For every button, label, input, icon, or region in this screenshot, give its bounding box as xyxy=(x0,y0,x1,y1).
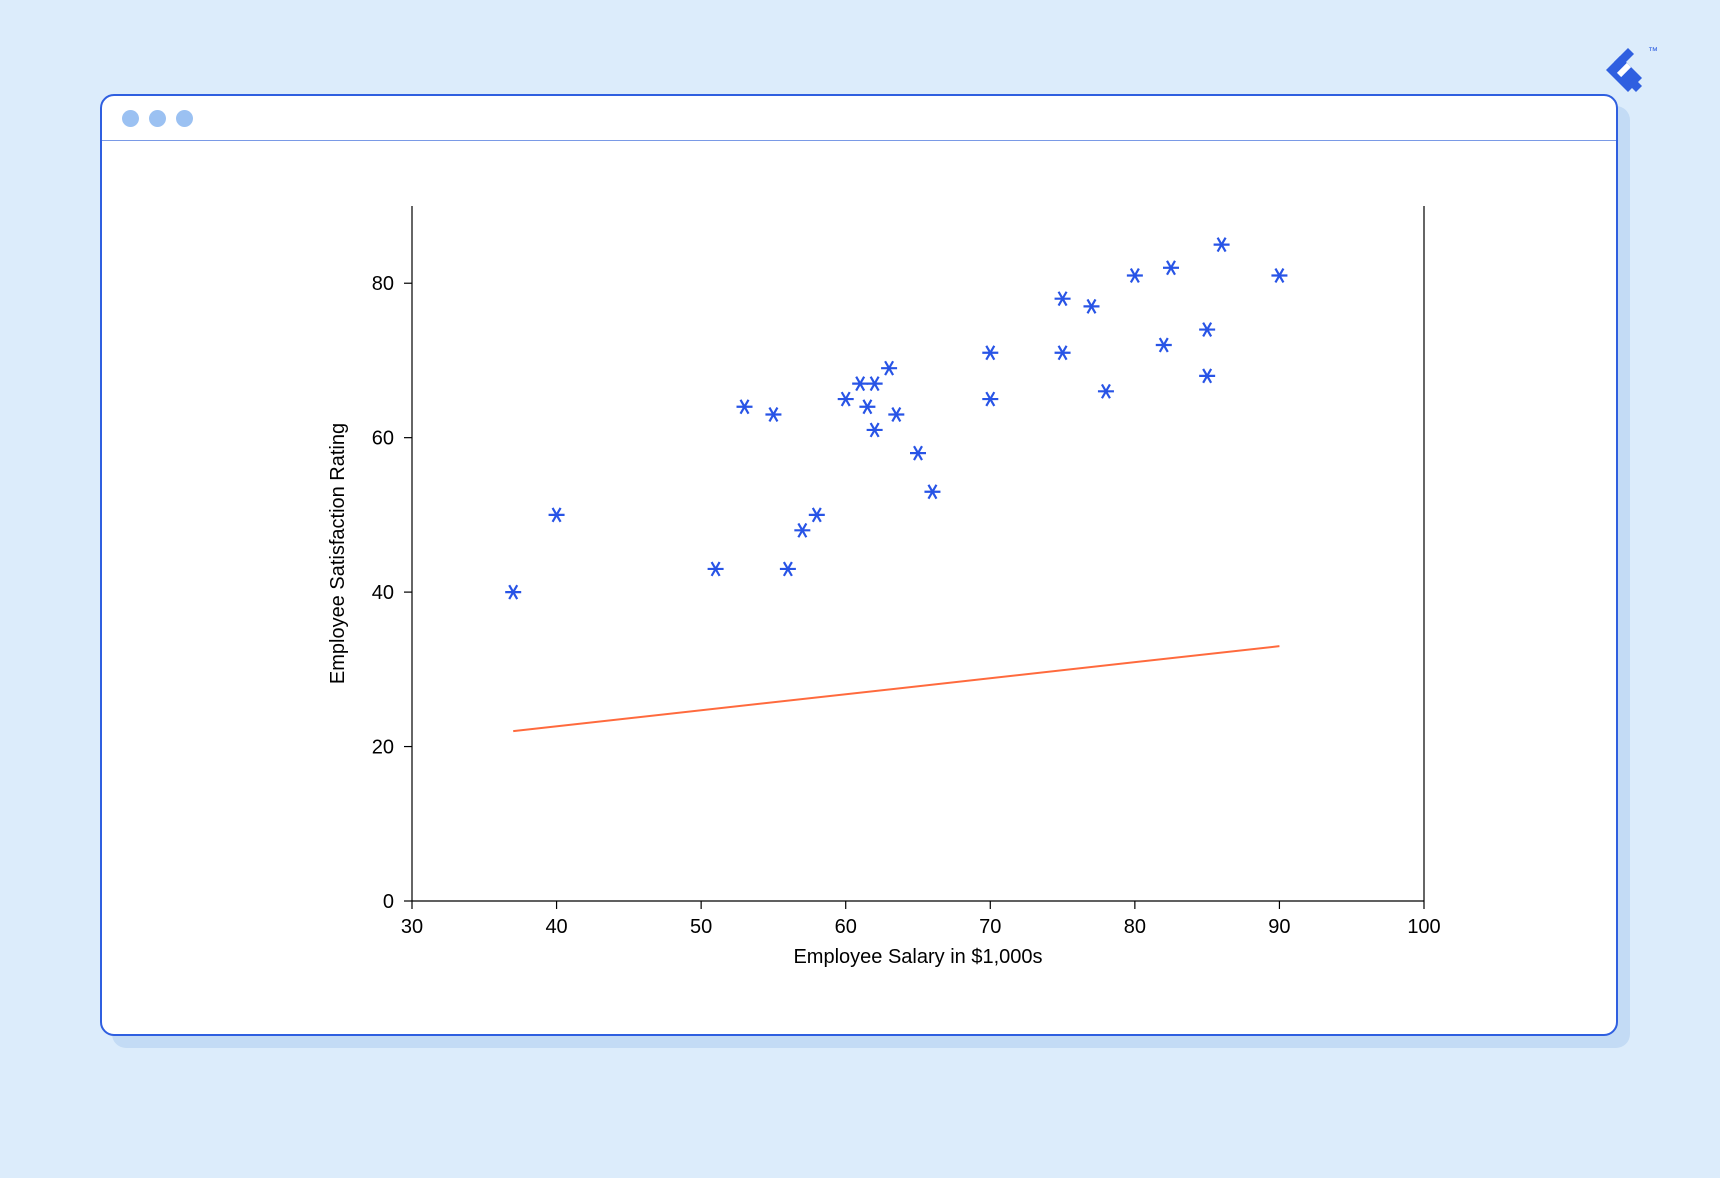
window-dot xyxy=(122,110,139,127)
x-tick-label: 30 xyxy=(401,916,423,938)
data-point xyxy=(838,392,854,406)
data-point xyxy=(708,562,724,576)
data-point xyxy=(982,392,998,406)
data-point xyxy=(982,346,998,360)
data-point xyxy=(737,400,753,414)
x-tick-label: 80 xyxy=(1124,916,1146,938)
window-titlebar xyxy=(102,96,1616,141)
data-point xyxy=(809,508,825,522)
y-axis-label: Employee Satisfaction Rating xyxy=(327,423,349,684)
data-point xyxy=(924,485,940,499)
data-point xyxy=(1055,346,1071,360)
y-tick-label: 20 xyxy=(372,737,394,759)
x-tick-label: 50 xyxy=(690,916,712,938)
data-point xyxy=(867,377,883,391)
y-tick-label: 80 xyxy=(372,273,394,295)
data-point xyxy=(1199,323,1215,337)
toptal-icon xyxy=(1606,48,1642,92)
data-point xyxy=(765,408,781,422)
data-point xyxy=(852,377,868,391)
data-point xyxy=(549,508,565,522)
data-point xyxy=(1156,338,1172,352)
trend-line xyxy=(513,646,1279,731)
y-tick-label: 40 xyxy=(372,582,394,604)
x-tick-label: 70 xyxy=(979,916,1001,938)
scatter-chart: 30 40 50 60 70 80 90 100 0 20 40 60 80 Employee Salar… xyxy=(102,141,1618,1036)
data-point xyxy=(1214,238,1230,252)
x-tick-label: 90 xyxy=(1268,916,1290,938)
x-tick-label: 60 xyxy=(835,916,857,938)
data-point xyxy=(881,361,897,375)
data-point xyxy=(1083,299,1099,313)
chart-container: 30 40 50 60 70 80 90 100 0 20 40 60 80 Employee Salar… xyxy=(102,141,1616,1034)
data-point xyxy=(794,523,810,537)
data-point xyxy=(859,400,875,414)
data-point xyxy=(505,585,521,599)
y-tick-label: 60 xyxy=(372,428,394,450)
data-point xyxy=(888,408,904,422)
data-point xyxy=(1127,269,1143,283)
data-point xyxy=(867,423,883,437)
data-point xyxy=(1199,369,1215,383)
data-point xyxy=(1055,292,1071,306)
data-point xyxy=(1098,384,1114,398)
browser-window: 30 40 50 60 70 80 90 100 0 20 40 60 80 Employee Salar… xyxy=(100,94,1618,1036)
data-point xyxy=(910,446,926,460)
window-dot xyxy=(149,110,166,127)
x-axis-label: Employee Salary in $1,000s xyxy=(793,946,1042,968)
data-point xyxy=(1163,261,1179,275)
x-tick-label: 40 xyxy=(545,916,567,938)
y-tick-label: 0 xyxy=(383,891,394,913)
trademark-text: ™ xyxy=(1648,46,1658,57)
data-point xyxy=(1271,269,1287,283)
window-dot xyxy=(176,110,193,127)
x-tick-label: 100 xyxy=(1407,916,1440,938)
data-point xyxy=(780,562,796,576)
